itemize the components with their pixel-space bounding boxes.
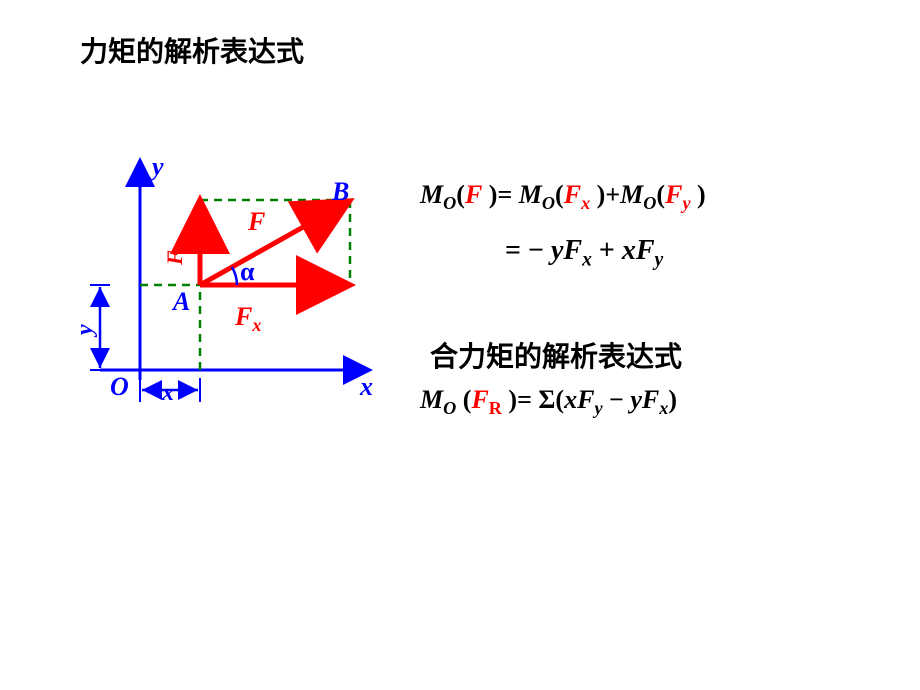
label-dim-y: y <box>72 324 98 338</box>
eq3-minus: − <box>609 385 624 414</box>
eq2-x: x <box>622 235 636 266</box>
eq1-Fx: Fx <box>564 180 590 209</box>
label-dim-x: x <box>161 380 174 406</box>
eq1-F1: F <box>465 180 482 209</box>
vector-F <box>200 203 346 285</box>
eq1-rp3: ) <box>697 180 706 209</box>
label-Fx: Fx <box>234 302 261 335</box>
equation-1: MO(F )= MO(Fx )+MO(Fy ) <box>420 180 706 214</box>
eq3-eq: = <box>517 385 532 414</box>
eq1-O1: O <box>443 193 456 213</box>
eq2-eq: = <box>505 235 521 266</box>
equation-2: = − yFx + xFy <box>505 235 663 272</box>
eq3-O: O <box>443 398 456 418</box>
eq2-minus: − <box>528 235 544 266</box>
eq1-M3: M <box>620 180 643 209</box>
page-title: 力矩的解析表达式 <box>80 30 304 70</box>
eq2-Fy: Fy <box>636 235 663 266</box>
label-x-axis: x <box>359 372 373 401</box>
label-O: O <box>110 372 129 401</box>
eq1-O3: O <box>643 193 656 213</box>
eq2-y: y <box>551 235 563 266</box>
eq3-sigma: Σ <box>538 385 555 414</box>
eq3-x: x <box>564 385 577 414</box>
eq3-rp2: ) <box>668 385 677 414</box>
subtitle: 合力矩的解析表达式 <box>430 335 682 375</box>
eq3-FR: FR <box>471 385 501 414</box>
eq1-plus: + <box>605 180 620 209</box>
eq3-y: y <box>630 385 642 414</box>
label-Fy: Fy <box>162 243 191 266</box>
angle-alpha <box>232 267 237 285</box>
eq2-Fx: Fx <box>563 235 591 266</box>
label-alpha: α <box>240 257 255 286</box>
eq3-Fy: Fy <box>577 385 602 414</box>
eq1-M1: M <box>420 180 443 209</box>
eq1-M2: M <box>519 180 542 209</box>
eq3-lp2: ( <box>555 385 564 414</box>
label-A: A <box>171 287 190 316</box>
eq1-lp2: ( <box>555 180 564 209</box>
label-B: B <box>331 177 349 206</box>
eq1-eq: = <box>497 180 512 209</box>
eq1-lp1: ( <box>456 180 465 209</box>
moment-diagram: y x O x y A B α F Fx Fy <box>70 150 390 425</box>
eq3-M: M <box>420 385 443 414</box>
label-y-axis: y <box>149 152 164 181</box>
eq1-lp3: ( <box>656 180 665 209</box>
label-F: F <box>247 207 265 236</box>
eq3-Fx: Fx <box>642 385 668 414</box>
eq1-O2: O <box>542 193 555 213</box>
eq1-Fy: Fy <box>665 180 690 209</box>
eq2-plus: + <box>599 235 615 266</box>
equation-3: MO (FR )= Σ(xFy − yFx) <box>420 385 677 419</box>
eq3-rp: ) <box>508 385 517 414</box>
